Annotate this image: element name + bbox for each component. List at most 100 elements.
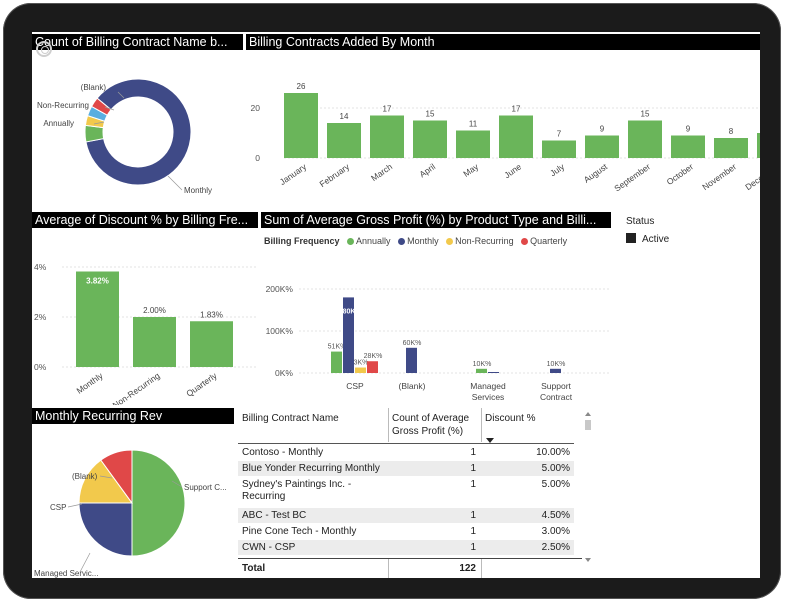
total-label: Total	[242, 563, 266, 574]
x-tick-label: Services	[472, 392, 505, 402]
camera-icon	[36, 41, 52, 57]
pie-slice	[100, 449, 133, 505]
table-row[interactable]: Blue Yonder Recurring Monthly 1 5.00%	[238, 461, 574, 476]
bar	[671, 135, 705, 158]
x-tick-label: Monthly	[75, 370, 106, 396]
status-option-label: Active	[642, 234, 670, 245]
status-option-active[interactable]: Active	[626, 233, 669, 245]
scroll-down-icon[interactable]	[585, 558, 591, 562]
table-row[interactable]: ABC - Test BC 1 4.50%	[238, 508, 574, 523]
donut-chart[interactable]: Monthly Annually Non-Recurring (Blank)	[32, 52, 244, 212]
cell-discount: 4.50%	[541, 510, 570, 521]
pie-slice	[131, 449, 186, 557]
cell-discount: 5.00%	[541, 463, 570, 474]
table-row[interactable]: Contoso - Monthly 1 10.00%	[238, 445, 574, 460]
donut-label: Annually	[43, 119, 74, 128]
bar-data-label: 2.00%	[143, 306, 166, 315]
y-tick-label: 0	[255, 153, 260, 163]
bar-data-label: 60K%	[403, 340, 422, 347]
leader-line	[99, 475, 113, 479]
x-tick-label: January	[278, 161, 309, 187]
bar-data-label: 1.83%	[200, 310, 223, 319]
status-slicer-label: Status	[626, 216, 655, 227]
legend-dot-non-recurring	[446, 238, 454, 245]
donut-label: (Blank)	[81, 83, 107, 92]
leader-line	[167, 175, 183, 191]
x-tick-label: February	[318, 161, 352, 189]
scroll-thumb[interactable]	[585, 420, 591, 430]
pie-label: Managed Servic...	[34, 569, 98, 578]
bar	[476, 368, 487, 373]
x-tick-label: CSP	[346, 381, 364, 391]
column-header-count[interactable]: Count of Average Gross Profit (%)	[392, 413, 470, 437]
x-tick-label: Support	[541, 381, 571, 391]
leader-line	[93, 121, 105, 125]
bar	[406, 347, 417, 373]
x-tick-label: Managed	[470, 381, 506, 391]
bar	[331, 351, 342, 373]
cell-count: 1	[470, 479, 476, 490]
bar	[488, 372, 499, 373]
monthly-chart-title: Billing Contracts Added By Month	[246, 34, 760, 50]
bar	[76, 271, 119, 367]
y-tick-label: 200K%	[266, 284, 294, 294]
legend-annually[interactable]: Annually	[356, 236, 391, 246]
status-slicer[interactable]: Status Active	[626, 216, 669, 245]
bar-data-label: 7	[557, 130, 562, 139]
bar-data-label: 17	[512, 105, 521, 114]
legend-monthly[interactable]: Monthly	[407, 236, 439, 246]
leader-line	[79, 552, 91, 573]
leader-line	[171, 480, 183, 488]
bar	[190, 321, 233, 367]
x-tick-label: (Blank)	[399, 381, 426, 391]
bar-data-label: 26	[297, 82, 306, 91]
donut-slice	[90, 97, 112, 116]
bar	[499, 115, 533, 158]
x-tick-label: December	[743, 161, 760, 192]
bar	[757, 133, 760, 158]
bar	[456, 130, 490, 158]
sort-descending-icon[interactable]	[486, 438, 494, 443]
donut-label: Non-Recurring	[37, 101, 89, 110]
x-tick-label: June	[502, 161, 523, 180]
x-tick-label: Non-Recurring	[111, 370, 162, 405]
column-divider	[481, 559, 482, 578]
bar	[355, 367, 366, 373]
table-row[interactable]: CWN - CSP 1 2.50%	[238, 540, 574, 555]
bar	[133, 317, 176, 367]
cell-discount: 5.00%	[541, 479, 570, 490]
checkbox-checked-icon[interactable]	[626, 233, 636, 243]
column-header-discount[interactable]: Discount %	[485, 413, 536, 424]
monthly-bar-chart[interactable]: 0 20 26 January 14 February 17 March 15 April 11 Ma…	[246, 52, 760, 210]
bar	[585, 135, 619, 158]
scroll-up-icon[interactable]	[585, 412, 591, 416]
x-tick-label: Contract	[540, 392, 573, 402]
bar-data-label: 9	[686, 125, 691, 134]
mrr-pie-chart[interactable]: Support C... Managed Servic... CSP (Blank)	[32, 426, 236, 578]
discount-bar-chart[interactable]: 0% 2% 4% 3.82% Monthly 2.00% Non-Recurring 1.83…	[32, 230, 258, 405]
x-tick-label: March	[369, 161, 394, 183]
column-header-name[interactable]: Billing Contract Name	[242, 413, 339, 424]
bar	[628, 120, 662, 158]
bar	[327, 123, 361, 158]
total-value: 122	[459, 563, 476, 574]
table-row[interactable]: Sydney's Paintings Inc. - Recurring 1 5.…	[238, 477, 574, 507]
cell-contract-name: Sydney's Paintings Inc. - Recurring	[242, 479, 352, 502]
legend-non-recurring[interactable]: Non-Recurring	[455, 236, 514, 246]
cell-discount: 2.50%	[541, 542, 570, 553]
bar-data-label: 14	[340, 112, 349, 121]
legend-dot-annually	[347, 238, 355, 245]
table-scrollbar[interactable]	[583, 408, 593, 568]
legend-dot-monthly	[398, 238, 406, 245]
legend-quarterly[interactable]: Quarterly	[530, 236, 568, 246]
table-row[interactable]: Pine Cone Tech - Monthly 1 3.00%	[238, 524, 574, 539]
gross-profit-bar-chart[interactable]: 0K% 100K% 200K% 51K% 80K 3K%28K% CSP 60K% (Blank…	[261, 248, 611, 408]
x-tick-label: Quarterly	[184, 370, 219, 399]
bar	[284, 93, 318, 158]
leader-line	[67, 503, 83, 508]
donut-label: Monthly	[184, 186, 212, 195]
cell-contract-name: ABC - Test BC	[242, 510, 307, 521]
x-tick-label: July	[548, 161, 567, 178]
contracts-table: Billing Contract Name Count of Average G…	[238, 408, 582, 578]
x-tick-label: October	[665, 161, 696, 187]
